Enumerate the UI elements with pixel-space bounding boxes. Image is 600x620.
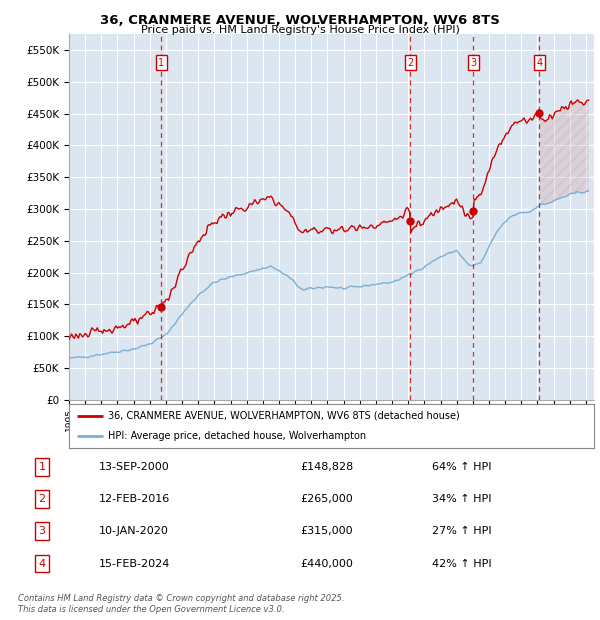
Text: £315,000: £315,000 — [300, 526, 353, 536]
Text: 10-JAN-2020: 10-JAN-2020 — [99, 526, 169, 536]
Text: 34% ↑ HPI: 34% ↑ HPI — [432, 494, 491, 504]
Text: HPI: Average price, detached house, Wolverhampton: HPI: Average price, detached house, Wolv… — [109, 431, 367, 441]
Text: Contains HM Land Registry data © Crown copyright and database right 2025.
This d: Contains HM Land Registry data © Crown c… — [18, 595, 344, 614]
Text: 2: 2 — [38, 494, 46, 504]
Text: 13-SEP-2000: 13-SEP-2000 — [99, 462, 170, 472]
Text: 12-FEB-2016: 12-FEB-2016 — [99, 494, 170, 504]
Text: 4: 4 — [536, 58, 542, 68]
Text: 36, CRANMERE AVENUE, WOLVERHAMPTON, WV6 8TS: 36, CRANMERE AVENUE, WOLVERHAMPTON, WV6 … — [100, 14, 500, 27]
Text: £265,000: £265,000 — [300, 494, 353, 504]
Text: 3: 3 — [38, 526, 46, 536]
Text: 1: 1 — [158, 58, 164, 68]
Text: 36, CRANMERE AVENUE, WOLVERHAMPTON, WV6 8TS (detached house): 36, CRANMERE AVENUE, WOLVERHAMPTON, WV6 … — [109, 411, 460, 421]
Text: 15-FEB-2024: 15-FEB-2024 — [99, 559, 170, 569]
Text: 1: 1 — [38, 462, 46, 472]
Text: 2: 2 — [407, 58, 413, 68]
Text: £440,000: £440,000 — [300, 559, 353, 569]
Text: 42% ↑ HPI: 42% ↑ HPI — [432, 559, 491, 569]
Text: 64% ↑ HPI: 64% ↑ HPI — [432, 462, 491, 472]
Text: 27% ↑ HPI: 27% ↑ HPI — [432, 526, 491, 536]
Text: 4: 4 — [38, 559, 46, 569]
Text: Price paid vs. HM Land Registry's House Price Index (HPI): Price paid vs. HM Land Registry's House … — [140, 25, 460, 35]
Text: £148,828: £148,828 — [300, 462, 353, 472]
Text: 3: 3 — [470, 58, 476, 68]
